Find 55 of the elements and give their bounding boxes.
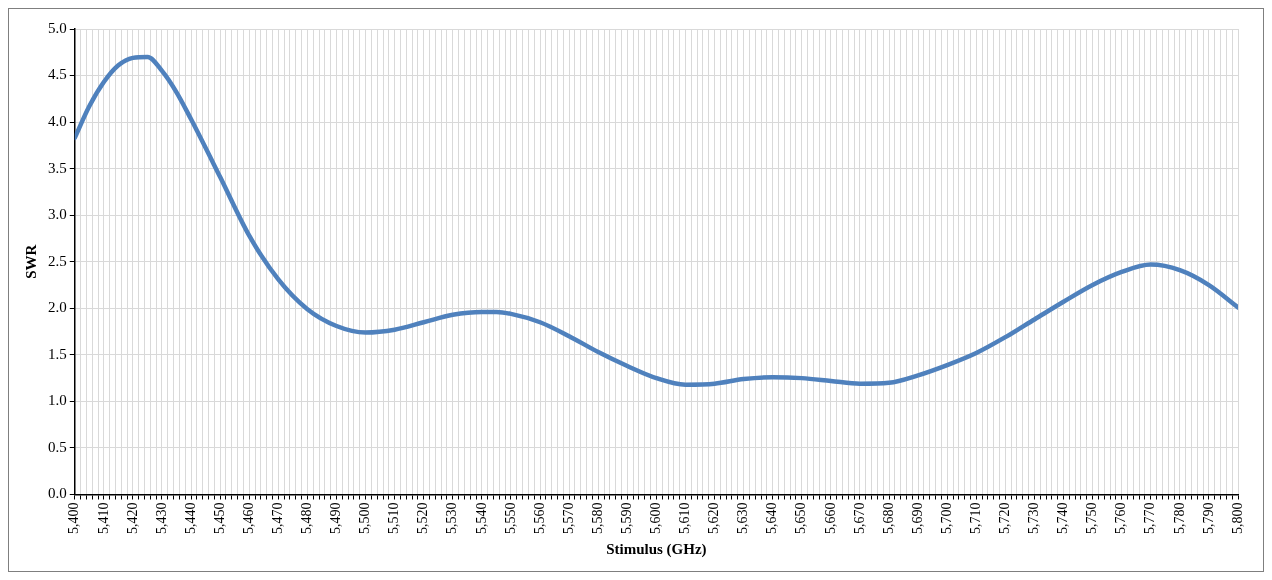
x-tick-label: 5,520 <box>415 502 431 534</box>
x-tick-label: 5,500 <box>357 502 373 534</box>
x-tick-label: 5,740 <box>1055 502 1071 534</box>
x-tick-label: 5,780 <box>1171 502 1187 534</box>
x-tick-label: 5,630 <box>735 502 751 534</box>
x-tick-label: 5,580 <box>589 502 605 534</box>
y-tick-label: 4.5 <box>48 66 67 83</box>
x-tick-label: 5,620 <box>706 502 722 534</box>
y-tick-label: 1.0 <box>48 392 67 409</box>
y-tick-label: 4.0 <box>48 113 67 130</box>
x-tick-label: 5,400 <box>66 502 82 534</box>
x-tick-label: 5,640 <box>764 502 780 534</box>
x-tick-label: 5,530 <box>444 502 460 534</box>
x-tick-label: 5,610 <box>677 502 693 534</box>
y-tick-label: 0.0 <box>48 485 67 502</box>
x-tick-label: 5,700 <box>938 502 954 534</box>
x-axis-title: Stimulus (GHz) <box>606 540 707 558</box>
x-tick-label: 5,560 <box>531 502 547 534</box>
x-tick-label: 5,680 <box>880 502 896 534</box>
y-tick-label: 5.0 <box>48 19 67 36</box>
y-tick-label: 2.5 <box>48 252 67 269</box>
x-tick-label: 5,730 <box>1026 502 1042 534</box>
y-tick-label: 3.0 <box>48 206 67 223</box>
x-tick-label: 5,720 <box>997 502 1013 534</box>
x-tick-label: 5,670 <box>851 502 867 534</box>
x-tick-label: 5,540 <box>473 502 489 534</box>
x-tick-label: 5,510 <box>386 502 402 534</box>
x-tick-label: 5,790 <box>1200 502 1216 534</box>
x-tick-label: 5,550 <box>502 502 518 534</box>
x-tick-label: 5,710 <box>967 502 983 534</box>
y-axis-title: SWR <box>22 244 39 279</box>
x-tick-label: 5,600 <box>648 502 664 534</box>
x-tick-label: 5,590 <box>618 502 634 534</box>
x-tick-label: 5,460 <box>240 502 256 534</box>
x-tick-label: 5,430 <box>153 502 169 534</box>
x-tick-label: 5,750 <box>1084 502 1100 534</box>
x-tick-label: 5,800 <box>1229 502 1245 534</box>
x-tick-label: 5,770 <box>1142 502 1158 534</box>
x-tick-label: 5,480 <box>299 502 315 534</box>
x-tick-label: 5,760 <box>1113 502 1129 534</box>
x-tick-label: 5,450 <box>211 502 227 534</box>
x-tick-label: 5,470 <box>269 502 285 534</box>
x-tick-label: 5,420 <box>124 502 140 534</box>
y-tick-label: 2.0 <box>48 299 67 316</box>
x-tick-label: 5,690 <box>909 502 925 534</box>
x-tick-label: 5,570 <box>560 502 576 534</box>
x-tick-label: 5,650 <box>793 502 809 534</box>
y-tick-label: 0.5 <box>48 438 67 455</box>
y-tick-label: 3.5 <box>48 159 67 176</box>
x-tick-label: 5,490 <box>328 502 344 534</box>
x-tick-label: 5,440 <box>182 502 198 534</box>
x-tick-label: 5,660 <box>822 502 838 534</box>
x-tick-label: 5,410 <box>95 502 111 534</box>
y-tick-label: 1.5 <box>48 345 67 362</box>
line-series <box>74 54 1238 387</box>
